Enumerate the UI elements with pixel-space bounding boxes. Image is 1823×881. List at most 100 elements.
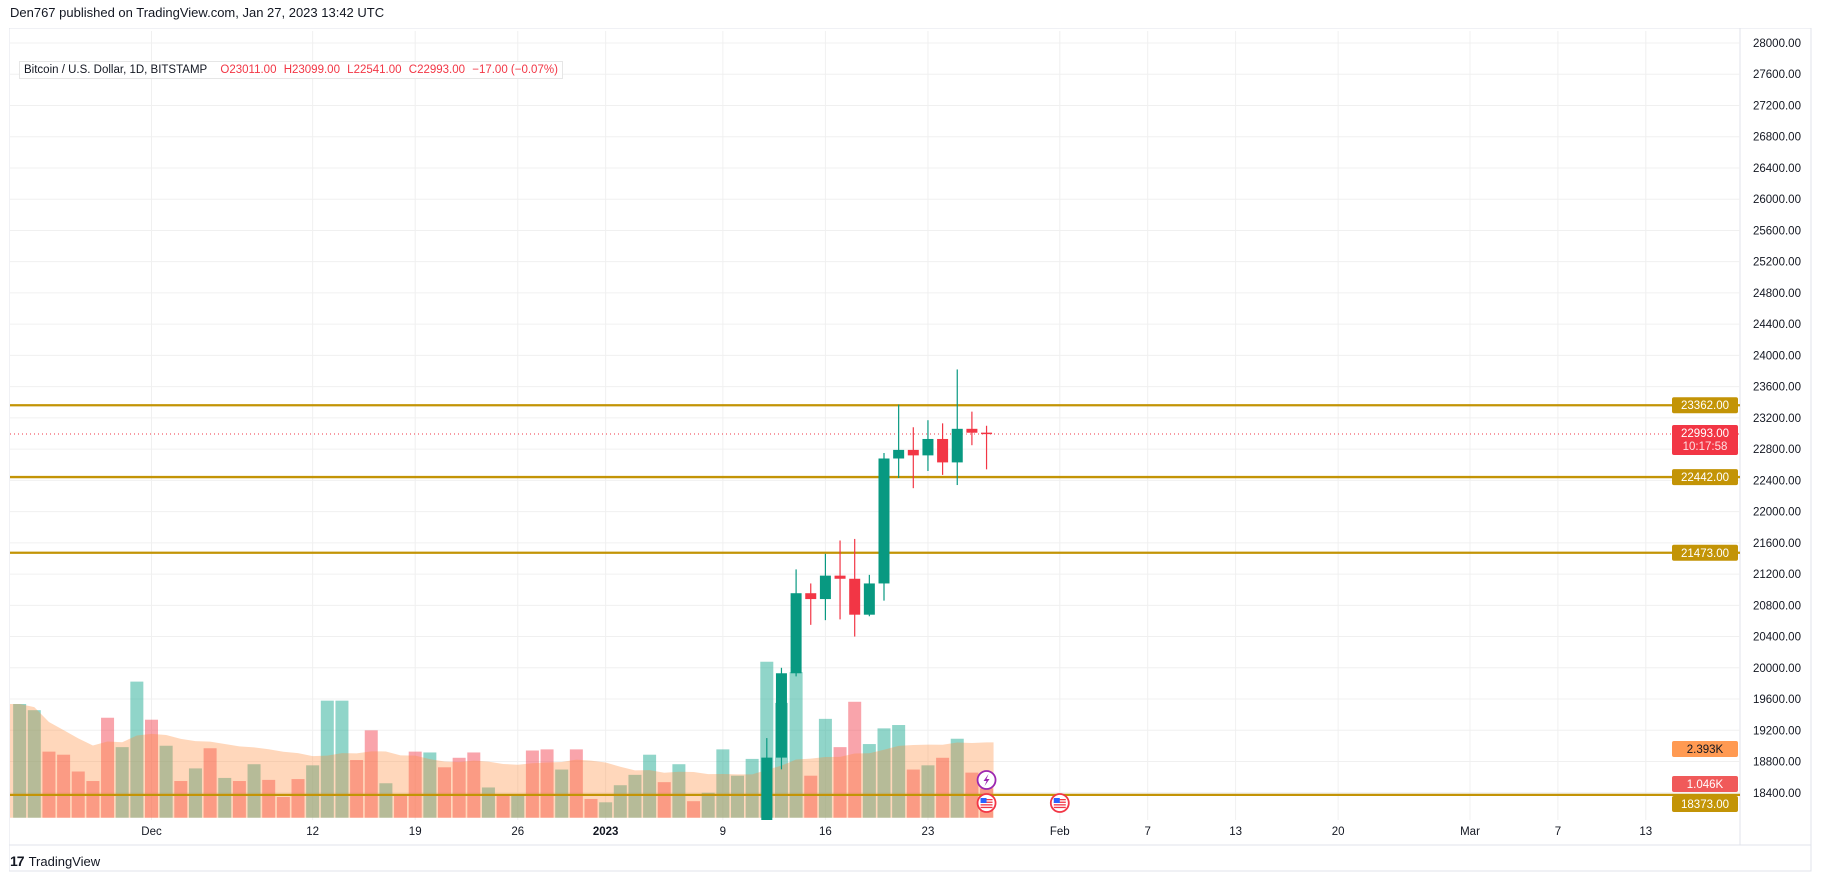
price-tick-label: 26000.00 [1753,194,1801,206]
symbol-name[interactable]: Bitcoin / U.S. Dollar, 1D, BITSTAMP [24,64,208,76]
volume-bar [511,794,525,818]
volume-bar [188,768,202,818]
volume-bar [731,775,744,818]
time-tick-label: Dec [141,826,162,838]
volume-bar [687,801,701,818]
last-price-badge [1672,425,1738,456]
volume-ma-badge-text: 2.393K [1687,744,1724,756]
volume-bar [335,700,349,818]
volume-bar [145,719,158,818]
price-tick-label: 26800.00 [1753,132,1801,144]
publish-info: Den767 published on TradingView.com, Jan… [10,5,385,20]
change-value: −17.00 (−0.07%) [472,64,558,76]
price-tick-label: 23600.00 [1753,382,1801,394]
volume-bar [394,795,408,818]
volume-bar [408,751,422,818]
price-tick-label: 24000.00 [1753,350,1801,362]
candle-body [878,458,890,584]
price-tick-label: 20800.00 [1753,600,1801,612]
time-tick-label: 9 [720,826,726,838]
candle-body [790,593,802,674]
us-flag-canton [980,798,987,803]
brand-name: TradingView [28,853,101,869]
level-price-badge [1672,796,1738,812]
us-flag-stripe [1053,804,1066,806]
last-volume-badge [1672,776,1738,792]
level-price-badge-text: 21473.00 [1681,548,1729,560]
volume-bar [232,781,246,818]
time-tick-label: 26 [511,826,524,838]
lightning-icon-glyph [983,774,990,786]
price-tick-label: 23200.00 [1753,413,1801,425]
close-label: C [408,64,418,76]
time-tick-label: 2023 [593,826,619,838]
low-label: L [347,64,354,76]
volume-bar [452,757,466,818]
us-flag-stripe [980,804,993,806]
candle-body [761,757,773,820]
level-price-badge-text: 18373.00 [1681,799,1729,811]
volume-bar [101,717,115,818]
candle-body [966,428,978,433]
price-tick-label: 18400.00 [1753,788,1801,800]
volume-bar [584,798,598,818]
time-tick-label: 7 [1555,826,1561,838]
plot-area [10,31,1740,820]
price-tick-label: 22800.00 [1753,444,1801,456]
volume-bar [203,748,217,818]
candle-body [819,575,831,600]
price-tick-label: 26400.00 [1753,163,1801,175]
volume-bar [467,752,481,818]
level-price-badge-text: 23362.00 [1681,400,1729,412]
volume-bar [569,749,583,818]
volume-bar [613,785,627,818]
chart-legend: Bitcoin / U.S. Dollar, 1D, BITSTAMP O230… [19,61,563,79]
volume-bar [657,782,671,818]
tradingview-footer[interactable]: 17 TradingView [10,853,100,869]
price-tick-label: 21600.00 [1753,538,1801,550]
volume-bar [789,672,803,818]
volume-bar [218,777,232,818]
volume-bar [438,767,451,818]
volume-bar [350,760,364,818]
candle-body [863,583,875,615]
us-flag-stripe [980,806,993,809]
volume-ma-area [10,704,994,818]
open-label: O [220,64,230,76]
volume-bar [13,704,27,818]
price-tick-label: 25600.00 [1753,225,1801,237]
frame-border [9,28,1812,872]
volume-bar [921,765,935,818]
level-price-badge [1672,397,1738,414]
volume-bar [716,749,730,818]
candle-body [951,428,963,463]
time-tick-label: 12 [306,826,319,838]
volume-bar [27,710,41,818]
volume-bar [262,779,276,818]
volume-bar [936,757,950,818]
price-tick-label: 22400.00 [1753,475,1801,487]
candle-body [893,449,905,459]
time-tick-label: 13 [1639,826,1652,838]
volume-bar [306,765,320,818]
time-tick-label: 23 [922,826,935,838]
price-chart[interactable]: 28000.00 27600.00 27200.00 26800.00 26400.00… [9,28,1812,872]
volume-bar [804,775,818,818]
open-value: 23011.00 [229,64,277,76]
price-tick-label: 19600.00 [1753,694,1801,706]
candle-body [775,673,787,758]
level-price-badge [1672,469,1738,486]
volume-bar [672,764,686,818]
volume-bar [496,794,510,818]
price-tick-label: 27600.00 [1753,69,1801,81]
candle-body [907,449,919,456]
volume-bar [848,701,862,818]
price-tick-label: 18800.00 [1753,757,1801,769]
us-flag-stripe [1053,806,1066,809]
volume-bar [818,718,832,818]
price-tick-label: 25200.00 [1753,257,1801,269]
volume-bar [57,754,71,818]
high-label: H [283,64,292,76]
volume-bar [174,781,188,818]
last-price-badge-text: 22993.00 [1681,428,1729,440]
